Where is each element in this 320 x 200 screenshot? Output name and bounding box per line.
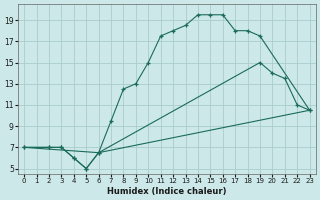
- X-axis label: Humidex (Indice chaleur): Humidex (Indice chaleur): [107, 187, 227, 196]
